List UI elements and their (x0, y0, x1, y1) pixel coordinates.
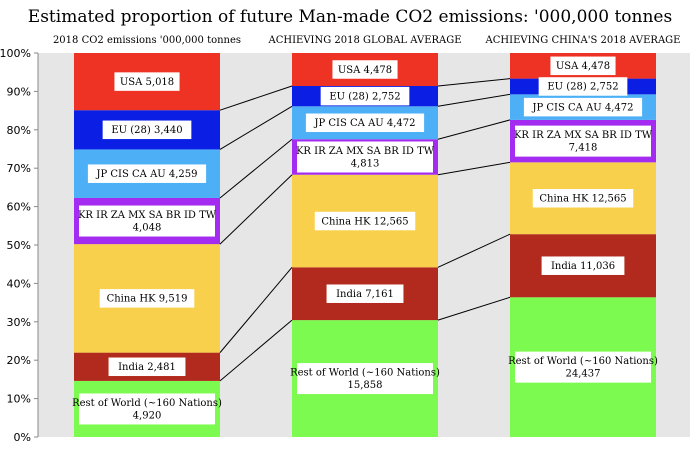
label-box (515, 125, 651, 157)
label-box (314, 211, 416, 231)
data-label: 15,858 (348, 380, 383, 391)
connector-line (437, 93, 511, 107)
connector-line (219, 319, 293, 382)
label-box (326, 284, 404, 303)
category-label: ACHIEVING 2018 GLOBAL AVERAGE (267, 35, 461, 46)
data-label: India 7,161 (336, 289, 394, 300)
label-box (108, 357, 186, 377)
data-label: USA 4,478 (338, 65, 392, 76)
data-label: USA 4,478 (556, 61, 610, 72)
label-box (538, 77, 628, 96)
data-label: 7,418 (569, 143, 598, 154)
y-tick-label: 50% (7, 239, 31, 252)
data-label: USA 5,018 (120, 77, 174, 88)
data-label: 24,437 (566, 369, 601, 380)
label-box (79, 205, 215, 237)
connector-line (219, 174, 293, 245)
label-box (87, 164, 207, 183)
data-label: EU (28) 2,752 (547, 82, 618, 93)
data-label: China HK 12,565 (539, 193, 626, 204)
label-box (114, 72, 180, 91)
category-label: 2018 CO2 emissions '000,000 tonnes (53, 35, 241, 46)
connector-line (437, 161, 511, 176)
data-label: EU (28) 3,440 (111, 125, 182, 136)
connector-line (437, 78, 511, 87)
connector-line (219, 85, 293, 111)
data-label: KR IR ZA MX SA BR ID TW (78, 210, 217, 221)
data-label: China HK 12,565 (321, 216, 408, 227)
y-tick-label: 100% (0, 47, 31, 60)
data-label: 4,920 (133, 410, 162, 421)
data-label: 4,048 (133, 223, 162, 234)
label-box (332, 60, 398, 79)
label-box (541, 256, 625, 275)
y-tick-label: 20% (7, 354, 31, 367)
y-tick-label: 40% (7, 277, 31, 290)
chart-title: Estimated proportion of future Man-made … (28, 7, 672, 27)
connector-line (437, 296, 511, 321)
connector-line (219, 267, 293, 353)
label-box (297, 363, 433, 395)
category-label: ACHIEVING CHINA'S 2018 AVERAGE (485, 35, 681, 46)
category-labels: 2018 CO2 emissions '000,000 tonnes ACHIEV… (53, 35, 681, 46)
data-label: China HK 9,519 (107, 294, 188, 305)
label-box (305, 113, 425, 133)
data-label: India 11,036 (551, 261, 615, 272)
data-label: Rest of World (~160 Nations) (72, 398, 222, 409)
label-box (99, 289, 195, 308)
connector-line (219, 138, 293, 199)
data-label: Rest of World (~160 Nations) (508, 356, 658, 367)
data-label: JP CIS CA AU 4,472 (531, 102, 633, 113)
data-label: EU (28) 2,752 (329, 91, 400, 102)
label-box (515, 351, 651, 383)
data-label: KR IR ZA MX SA BR ID TW (296, 146, 435, 157)
data-label: JP CIS CA AU 4,259 (95, 169, 197, 180)
label-box (532, 188, 634, 208)
y-tick-label: 30% (7, 316, 31, 329)
data-label: JP CIS CA AU 4,472 (313, 118, 415, 129)
y-tick-label: 90% (7, 85, 31, 98)
data-label: KR IR ZA MX SA BR ID TW (514, 130, 653, 141)
y-tick-label: 60% (7, 201, 31, 214)
connector-line (437, 233, 511, 268)
label-box (297, 141, 433, 173)
data-label: India 2,481 (118, 362, 176, 373)
data-label: 4,813 (351, 158, 380, 169)
label-box (102, 120, 192, 140)
label-box (320, 86, 410, 106)
y-tick-label: 80% (7, 124, 31, 137)
y-tick-label: 70% (7, 162, 31, 175)
connector-line (437, 119, 511, 140)
label-box (523, 97, 643, 117)
label-box (79, 393, 215, 425)
data-label: Rest of World (~160 Nations) (290, 368, 440, 379)
label-box (550, 56, 616, 76)
y-tick-label: 0% (14, 431, 31, 444)
y-tick-label: 10% (7, 393, 31, 406)
connector-lines (219, 78, 511, 382)
connector-line (219, 105, 293, 150)
